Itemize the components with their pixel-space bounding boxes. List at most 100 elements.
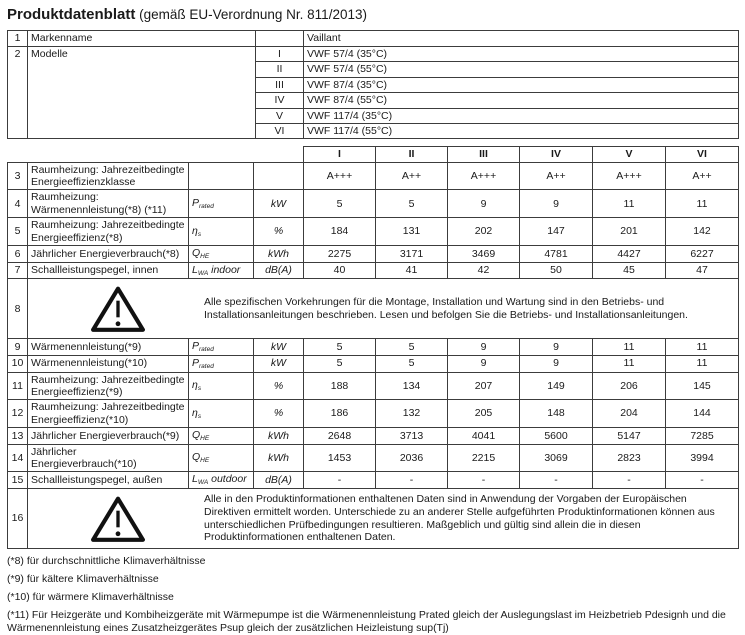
symbol-base: Q: [192, 451, 201, 464]
symbol-base: L: [192, 473, 198, 486]
symbol-base: P: [192, 356, 200, 369]
model-roman: II: [255, 61, 304, 78]
symbol-subscript: s: [197, 412, 202, 420]
value-cell: 3069: [519, 443, 593, 473]
value-cell: 47: [665, 261, 739, 280]
symbol-subscript: rated: [199, 202, 214, 210]
row-unit: %: [253, 217, 304, 246]
column-header: II: [375, 146, 448, 163]
value-cell: -: [447, 471, 520, 490]
row-number: 11: [7, 371, 28, 401]
value-cell: 2036: [375, 443, 448, 473]
value-cell: 186: [303, 399, 376, 428]
symbol-base: P: [192, 340, 200, 353]
symbol-base: L: [192, 263, 198, 276]
row-unit: kW: [253, 354, 304, 373]
value-cell: 2275: [303, 244, 376, 263]
row-number: 16: [7, 488, 28, 550]
symbol-subscript: HE: [200, 435, 210, 442]
value-cell: 3994: [665, 443, 739, 473]
value-cell: 4427: [592, 244, 666, 263]
footnote-10: (*10) für wärmere Klimaverhältnisse: [7, 591, 174, 604]
table-row: 15 Schallleistungspegel, außen LWA outdo…: [7, 471, 739, 490]
row-number: 13: [7, 427, 28, 445]
table-row: 5 Raumheizung: Jahrezeitbedingte Energie…: [7, 217, 739, 246]
value-cell: 184: [303, 217, 376, 246]
warning-cell: Alle in den Produktinformationen enthalt…: [27, 488, 739, 550]
value-cell: 11: [665, 189, 739, 219]
symbol-suffix: outdoor: [208, 473, 247, 486]
table-row: 7 Schallleistungspegel, innen LWA indoor…: [7, 261, 739, 280]
row-symbol: ηs: [188, 371, 254, 401]
warning-text: Alle in den Produktinformationen enthalt…: [204, 492, 715, 544]
value-cell: 42: [447, 261, 520, 280]
value-cell: A++: [665, 161, 739, 191]
value-cell: A++: [375, 161, 448, 191]
row-number: 10: [7, 354, 28, 373]
value-cell: 204: [592, 399, 666, 428]
value-cell: 132: [375, 399, 448, 428]
model-name: VWF 87/4 (55°C): [303, 92, 739, 109]
value-cell: 142: [665, 217, 739, 246]
table-row: 12 Raumheizung: Jahrezeitbedingte Energi…: [7, 399, 739, 428]
value-cell: 188: [303, 371, 376, 401]
row-unit: kWh: [253, 244, 304, 263]
value-cell: 145: [665, 371, 739, 401]
value-cell: 205: [447, 399, 520, 428]
row-unit: kW: [253, 189, 304, 219]
value-cell: -: [303, 471, 376, 490]
symbol-subscript: s: [197, 385, 202, 393]
value-cell: 202: [447, 217, 520, 246]
row-symbol: LWA indoor: [188, 261, 254, 280]
value-cell: -: [519, 471, 593, 490]
warning-triangle-icon: [31, 495, 204, 543]
warning-text: Alle spezifischen Vorkehrungen für die M…: [204, 295, 688, 321]
value-cell: 9: [447, 338, 520, 356]
value-cell: 206: [592, 371, 666, 401]
symbol-suffix: indoor: [208, 263, 241, 276]
row-number: 7: [7, 261, 28, 280]
value-cell: 11: [592, 354, 666, 373]
info-table: 1 Markenname Vaillant 2 Modelle I VWF 57…: [7, 30, 739, 140]
row-symbol: Prated: [188, 189, 254, 219]
row-number: 14: [7, 443, 28, 473]
row-label: Jährlicher Energieverbrauch(*8): [27, 244, 189, 263]
value-cell: 5600: [519, 427, 593, 445]
symbol-base: η: [192, 379, 198, 392]
value-cell: 131: [375, 217, 448, 246]
model-name: VWF 117/4 (35°C): [303, 107, 739, 124]
symbol-base: Q: [192, 246, 201, 259]
brand-value: Vaillant: [303, 30, 739, 47]
header-spacer: [28, 147, 189, 162]
warning-cell: Alle spezifischen Vorkehrungen für die M…: [27, 278, 739, 340]
footnote-9: (*9) für kältere Klimaverhältnisse: [7, 573, 159, 586]
value-cell: 149: [519, 371, 593, 401]
row-label: Schallleistungspegel, außen: [27, 471, 189, 490]
value-cell: 3171: [375, 244, 448, 263]
row-label: Modelle: [27, 45, 256, 140]
page-title: Produktdatenblatt (gemäß EU-Verordnung N…: [7, 6, 738, 23]
value-cell: 11: [592, 189, 666, 219]
model-name: VWF 87/4 (35°C): [303, 76, 739, 94]
row-number: 3: [7, 161, 28, 191]
symbol-subscript: WA: [197, 479, 209, 487]
value-cell: 2215: [447, 443, 520, 473]
model-roman: VI: [255, 122, 304, 140]
value-cell: A+++: [592, 161, 666, 191]
footnote-11: (*11) Für Heizgeräte und Kombiheizgeräte…: [7, 609, 726, 634]
table-row: 13 Jährlicher Energieverbrauch(*9) QHE k…: [7, 427, 739, 445]
value-cell: 9: [519, 338, 593, 356]
table-row: 2 Modelle I VWF 57/4 (35°C): [7, 45, 739, 140]
spacer: [7, 139, 738, 146]
value-cell: A++: [519, 161, 593, 191]
value-cell: 50: [519, 261, 593, 280]
row-unit: kWh: [253, 443, 304, 473]
row-unit: dB(A): [253, 261, 304, 280]
value-cell: 9: [519, 189, 593, 219]
model-name: VWF 117/4 (55°C): [303, 122, 739, 140]
table-row: 4 Raumheizung: Wärmenennleistung(*8) (*1…: [7, 189, 739, 219]
value-cell: 5: [303, 338, 376, 356]
value-cell: 1453: [303, 443, 376, 473]
model-roman: [255, 30, 304, 47]
value-cell: 40: [303, 261, 376, 280]
